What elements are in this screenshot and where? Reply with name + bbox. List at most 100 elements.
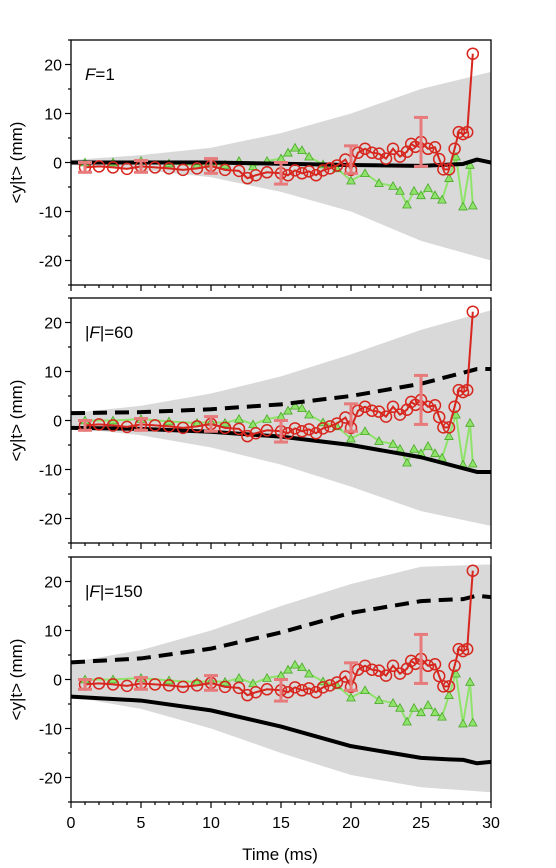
red-circle-point <box>241 429 254 443</box>
y-tick-label: -20 <box>39 512 62 529</box>
red-circle-point <box>330 159 344 172</box>
red-circle-point <box>295 425 309 438</box>
y-tick-label: -20 <box>39 771 62 788</box>
y-tick-label: 20 <box>44 575 62 592</box>
error-bar <box>274 419 288 444</box>
error-bar <box>344 144 358 175</box>
red-circle-point <box>386 400 400 414</box>
y-tick-label: -10 <box>39 722 62 739</box>
y-tick-label: 0 <box>53 673 62 690</box>
red-circle-point <box>323 162 337 175</box>
green-triangle-point <box>346 692 356 702</box>
panel-label-variable: F <box>85 65 97 84</box>
red-circle-point <box>437 421 450 434</box>
green-triangle-point <box>423 440 433 450</box>
green-triangle-point <box>374 436 384 445</box>
red-circle-point <box>358 659 372 673</box>
y-axis-label: <y|t> (mm) <box>7 122 26 204</box>
error-bar <box>204 157 218 175</box>
red-circle-point <box>358 142 372 156</box>
green-triangle-point <box>465 159 475 169</box>
green-triangle-point <box>467 458 478 468</box>
red-circle-point <box>190 162 204 175</box>
panel-label-value: |=60 <box>100 323 133 342</box>
red-circle-point <box>176 163 190 177</box>
red-circle-point <box>260 166 274 179</box>
error-bar <box>344 661 358 692</box>
y-tick-label: 20 <box>44 58 62 75</box>
red-circle-point <box>316 422 330 435</box>
error-bar <box>414 632 428 685</box>
red-circle-point <box>460 125 474 139</box>
red-circle-point <box>358 400 372 414</box>
red-circle-point <box>288 164 302 177</box>
panel-label-prefix: | <box>85 323 89 342</box>
green-triangle-point <box>451 151 461 161</box>
green-triangle-point <box>465 417 475 427</box>
red-circle-point <box>460 642 474 656</box>
error-bar <box>274 161 288 186</box>
red-circle-point <box>330 676 344 689</box>
red-circle-point <box>241 171 254 185</box>
red-circle-point <box>120 420 134 434</box>
green-triangle-point <box>402 199 412 209</box>
red-circle-point <box>428 141 442 154</box>
panel-label: F=1 <box>85 65 115 84</box>
model-solid-curve <box>71 694 491 766</box>
green-triangle-point <box>416 190 426 200</box>
red-circle-point <box>428 658 442 671</box>
red-circle-point <box>295 684 309 697</box>
red-circle-point <box>288 422 302 435</box>
green-triangle-point <box>304 668 314 678</box>
green-triangle-point <box>283 664 293 674</box>
y-tick-label: 0 <box>53 156 62 173</box>
error-bar <box>414 373 428 426</box>
error-bar <box>274 678 288 703</box>
error-bar <box>204 674 218 692</box>
red-circle-point <box>120 162 134 176</box>
green-triangle-point <box>444 690 454 699</box>
y-tick-label: 20 <box>44 316 62 333</box>
green-triangle-point <box>395 702 405 712</box>
green-triangle-point <box>297 145 307 155</box>
red-circle-point <box>432 152 446 166</box>
green-triangle-point <box>467 717 478 727</box>
error-bar <box>78 419 92 432</box>
red-circle-point <box>148 678 162 691</box>
red-circle-point <box>260 424 274 437</box>
green-triangle-point <box>430 707 440 717</box>
error-bar <box>78 678 92 691</box>
green-triangle-point <box>437 194 447 204</box>
x-tick-label: 30 <box>482 815 500 832</box>
y-tick-label: 0 <box>53 414 62 431</box>
green-triangle-point <box>409 702 419 712</box>
green-triangle-point <box>360 426 370 436</box>
green-triangle-point <box>409 443 419 453</box>
error-bar <box>78 161 92 174</box>
green-triangle-point <box>416 707 426 717</box>
red-circle-point <box>190 420 204 433</box>
y-tick-label: -10 <box>39 463 62 480</box>
red-series-line <box>84 311 474 438</box>
panel-1: 20 10 0 -10 -20 <y|t> (mm) F=1 <box>7 39 492 291</box>
x-tick-label: 0 <box>67 815 76 832</box>
y-tick-label: 10 <box>44 365 62 382</box>
red-circle-point <box>428 399 442 412</box>
error-bar <box>204 415 218 433</box>
red-circle-point <box>92 418 106 431</box>
red-circle-point <box>365 663 379 676</box>
green-triangle-point <box>283 147 293 157</box>
red-circle-point <box>249 168 263 182</box>
red-circle-point <box>330 417 344 430</box>
model-solid-curve <box>71 425 491 474</box>
panel-label-variable: F <box>89 582 101 601</box>
green-triangle-point <box>458 201 468 211</box>
red-circle-point <box>448 142 461 156</box>
red-circle-point <box>448 400 461 414</box>
panel-label-prefix: | <box>85 582 89 601</box>
red-circle-point <box>302 423 316 436</box>
red-circle-point <box>92 160 106 173</box>
panel-label: |F|=60 <box>85 323 133 342</box>
green-triangle-point <box>430 448 440 458</box>
